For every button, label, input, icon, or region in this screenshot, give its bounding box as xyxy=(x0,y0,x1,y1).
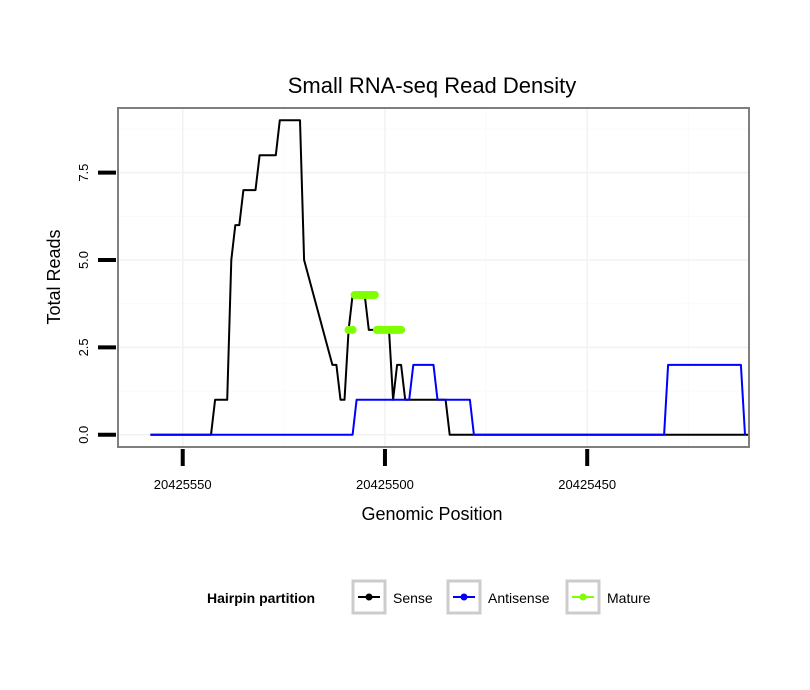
x-tick-label-2: 20425450 xyxy=(558,477,616,492)
series-layer xyxy=(150,119,749,436)
legend-point-mature xyxy=(579,593,587,601)
x-tick-label-1: 20425500 xyxy=(356,477,414,492)
series-mature xyxy=(344,290,406,334)
plot-panel xyxy=(118,108,749,447)
x-axis: 20425550 20425500 20425450 xyxy=(154,449,616,492)
legend-item-sense: Sense xyxy=(351,579,433,615)
y-tick-label-2: 5.0 xyxy=(76,251,91,269)
y-axis-title: Total Reads xyxy=(44,229,64,324)
legend-point-sense xyxy=(365,593,373,601)
chart-title: Small RNA-seq Read Density xyxy=(288,73,577,98)
x-tick-label-0: 20425550 xyxy=(154,477,212,492)
y-axis: 0.0 2.5 5.0 7.5 xyxy=(76,164,116,444)
point-mature-12 xyxy=(370,290,379,299)
y-tick-label-1: 2.5 xyxy=(76,338,91,356)
legend-item-antisense: Antisense xyxy=(446,579,550,615)
legend: Hairpin partition Sense Antisense Mature xyxy=(207,579,651,615)
point-mature-25 xyxy=(397,325,406,334)
legend-label-antisense: Antisense xyxy=(488,590,550,606)
plot-border xyxy=(117,107,750,448)
legend-title: Hairpin partition xyxy=(207,590,315,606)
y-tick-label-0: 0.0 xyxy=(76,426,91,444)
series-antisense xyxy=(150,363,746,436)
x-axis-title: Genomic Position xyxy=(361,504,502,524)
y-tick-label-3: 7.5 xyxy=(76,164,91,182)
line-antisense xyxy=(150,363,746,436)
legend-point-antisense xyxy=(460,593,468,601)
point-mature-1 xyxy=(348,325,357,334)
legend-label-mature: Mature xyxy=(607,590,651,606)
legend-label-sense: Sense xyxy=(393,590,433,606)
legend-item-mature: Mature xyxy=(565,579,651,615)
